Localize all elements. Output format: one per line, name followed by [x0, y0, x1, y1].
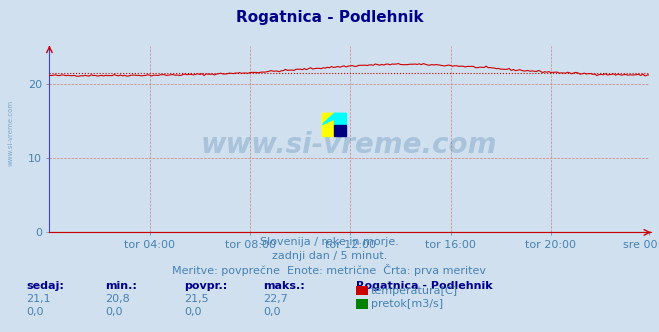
- Text: pretok[m3/s]: pretok[m3/s]: [371, 299, 443, 309]
- Bar: [334, 124, 346, 136]
- Bar: [322, 114, 334, 136]
- Text: 0,0: 0,0: [26, 307, 44, 317]
- Text: 0,0: 0,0: [105, 307, 123, 317]
- Text: www.si-vreme.com: www.si-vreme.com: [201, 131, 498, 159]
- Text: 20,8: 20,8: [105, 294, 130, 304]
- Text: min.:: min.:: [105, 281, 137, 290]
- Polygon shape: [322, 114, 346, 124]
- Text: 0,0: 0,0: [185, 307, 202, 317]
- Text: 21,5: 21,5: [185, 294, 209, 304]
- Text: 22,7: 22,7: [264, 294, 289, 304]
- Text: Rogatnica - Podlehnik: Rogatnica - Podlehnik: [236, 10, 423, 25]
- Text: Slovenija / reke in morje.: Slovenija / reke in morje.: [260, 237, 399, 247]
- Bar: [334, 114, 346, 124]
- Text: Rogatnica - Podlehnik: Rogatnica - Podlehnik: [356, 281, 492, 290]
- Text: 21,1: 21,1: [26, 294, 51, 304]
- Text: sedaj:: sedaj:: [26, 281, 64, 290]
- Text: temperatura[C]: temperatura[C]: [371, 286, 458, 296]
- Text: www.si-vreme.com: www.si-vreme.com: [8, 100, 14, 166]
- Text: 0,0: 0,0: [264, 307, 281, 317]
- Polygon shape: [322, 114, 334, 136]
- Text: Meritve: povprečne  Enote: metrične  Črta: prva meritev: Meritve: povprečne Enote: metrične Črta:…: [173, 264, 486, 276]
- Text: povpr.:: povpr.:: [185, 281, 228, 290]
- Text: zadnji dan / 5 minut.: zadnji dan / 5 minut.: [272, 251, 387, 261]
- Text: maks.:: maks.:: [264, 281, 305, 290]
